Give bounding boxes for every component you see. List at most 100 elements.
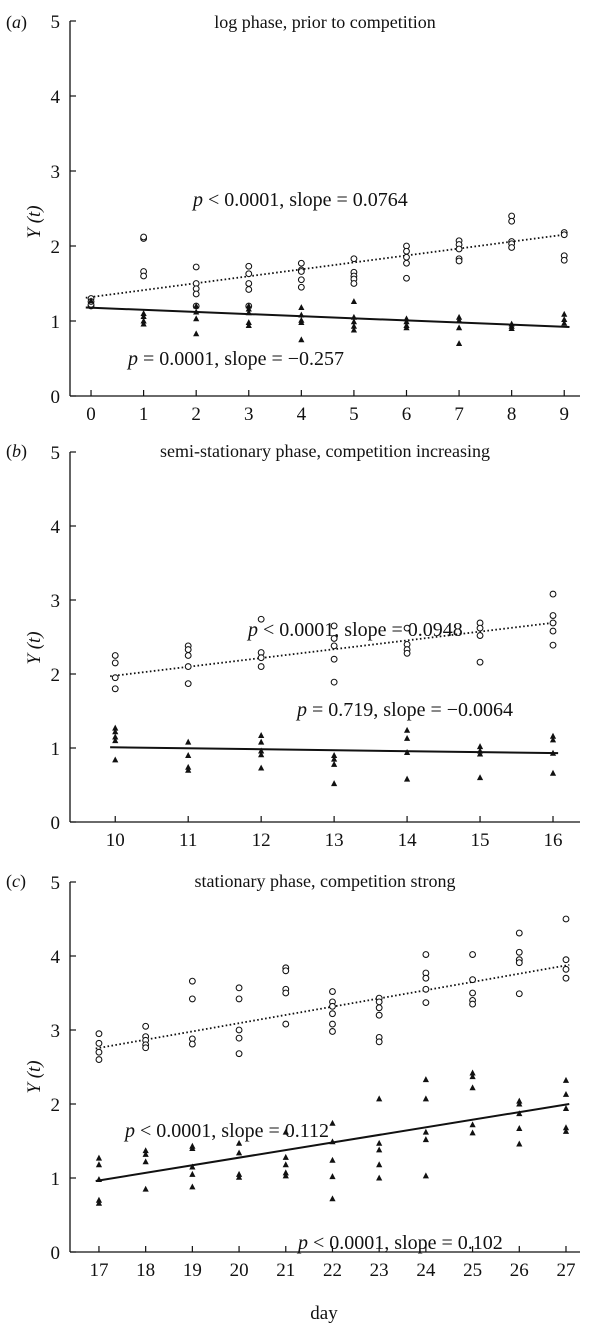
panel-a-y-tick-label: 3: [51, 162, 61, 183]
panel-c-triangle-point: [142, 1158, 149, 1165]
panel-c-x-tick-label: 17: [89, 1260, 108, 1281]
panel-a-circle-point: [297, 283, 305, 291]
panel-a-circle-point: [297, 276, 305, 284]
panel-b-circle-point: [184, 652, 192, 659]
panel-a-triangle-point: [455, 316, 463, 323]
panel-c-triangle-point: [562, 1124, 570, 1131]
panel-c-circle-point: [469, 989, 477, 997]
panel-c-circle-point: [329, 1010, 336, 1018]
panel-a-circle-point: [560, 256, 568, 264]
panel-c-circle-point: [515, 990, 523, 998]
panel-b-triangle-point: [258, 747, 265, 754]
panel-b-circle-point: [184, 680, 192, 688]
panel-a-triangle-point: [455, 313, 463, 320]
panel-b-triangle-point: [258, 751, 265, 758]
panel-c-triangle-point: [562, 1076, 570, 1083]
panel-b-x-tick-label: 12: [252, 830, 271, 851]
panel-a-circle-point: [245, 286, 253, 293]
panel-c-circle-point: [188, 977, 196, 985]
panel-b-triangle-point: [549, 736, 557, 743]
panel-c-circle-point: [375, 1038, 383, 1046]
panel-c-circle-point: [469, 1000, 477, 1008]
panel-b-title: semi-stationary phase, competition incre…: [160, 441, 490, 461]
panel-a-letter: (a): [6, 12, 27, 33]
panel-a-triangle-point: [87, 297, 95, 304]
panel-c-circle-point: [562, 965, 570, 973]
panel-c-triangle-point: [562, 1127, 570, 1134]
panel-b-open-circle-fit-line: [110, 621, 559, 678]
panel-b-triangle-point: [403, 749, 411, 755]
panel-b-y-tick-label: 4: [51, 517, 61, 538]
panel-c-triangle-point: [282, 1128, 289, 1135]
panel-c-x-tick-label: 27: [556, 1260, 575, 1281]
panel-a-plot: 0 1 2 3 4 5 0 1 2 3 4 5 6 7 8 9: [51, 12, 580, 425]
panel-a-triangle-point: [245, 302, 252, 309]
panel-b-circle-point: [184, 663, 192, 671]
panel-c-circle-point: [188, 995, 196, 1003]
panel-b-triangle-point: [331, 760, 338, 767]
panel-c-triangle-point: [329, 1173, 336, 1180]
panel-a-circle-point: [508, 217, 516, 225]
panel-a-triangle-point: [403, 324, 410, 331]
panel-b-circle-point: [184, 646, 192, 654]
panel-c-circle-point: [188, 1040, 196, 1048]
panel-c-circle-point: [95, 1048, 103, 1056]
panel-c-triangle-point: [469, 1084, 476, 1091]
panel-b-triangle-point: [112, 733, 119, 740]
panel-b-triangle-point: [331, 755, 338, 762]
panel-c-circle-point: [515, 929, 523, 937]
panel-c-circle-point: [142, 1022, 150, 1030]
panel-a-triangle-point: [140, 310, 147, 317]
panel-c-y-tick-label: 1: [51, 1169, 61, 1190]
panel-c-triangle-point: [376, 1139, 383, 1146]
panel-a-circle-point: [455, 257, 463, 265]
panel-c-annotation-upper: p < 0.0001, slope = 0.112: [123, 1120, 329, 1142]
panel-b-ylabel: Y (t): [24, 631, 45, 664]
panel-c-y-tick-label: 5: [51, 873, 61, 894]
panel-c-triangle-point: [516, 1125, 523, 1131]
panel-c-triangle-point: [516, 1100, 523, 1107]
panel-b-circle-point: [549, 619, 557, 627]
panel-a-circle-point: [140, 272, 148, 280]
panel-b-triangle-point: [112, 737, 119, 744]
panel-c-circle-point: [375, 1011, 383, 1019]
panel-b-annotation-lower: p = 0.719, slope = −0.0064: [295, 699, 513, 721]
panel-c-circle-point: [562, 956, 570, 964]
panel-b-circle-point: [330, 642, 338, 650]
panel-c-triangle-point: [329, 1119, 336, 1126]
panel-a-triangle-point: [245, 309, 252, 316]
panel-a-x-tick-label: 3: [244, 404, 254, 425]
panel-a-circle-point: [403, 259, 410, 267]
panel-c-annotation-lower: p < 0.0001, slope = 0.102: [296, 1232, 503, 1254]
panel-a-triangle-point: [193, 308, 200, 315]
panel-c-triangle-point: [282, 1161, 289, 1168]
panel-a-circle-point: [245, 270, 253, 278]
panel-b-annotation-upper: p < 0.0001, slope = 0.0948: [246, 619, 463, 641]
panel-c-circle-point: [95, 1039, 103, 1047]
panel-a-ylabel: Y (t): [24, 205, 45, 238]
panel-c-triangle-point: [469, 1129, 476, 1136]
panel-c-circle-point: [562, 915, 570, 923]
panel-a-triangle-point: [140, 313, 147, 320]
panel-c-x-tick-label: 25: [463, 1260, 482, 1281]
panel-c-triangle-point: [469, 1073, 476, 1080]
panel-b-circle-point: [549, 641, 557, 649]
panel-a-triangle-point: [350, 318, 358, 325]
panel-a-filled-triangle-fit-line: [85, 306, 570, 328]
panel-c-triangle-point: [189, 1170, 196, 1177]
panel-c-triangle-point: [376, 1174, 383, 1181]
panel-c-circle-point: [142, 1044, 150, 1052]
panel-c-triangle-point: [282, 1153, 289, 1160]
panel-c-y-tick-label: 2: [51, 1095, 61, 1116]
panel-a-x-tick-label: 5: [349, 404, 359, 425]
panel-b-triangle-point: [185, 752, 192, 758]
panel-a-triangle-point: [350, 326, 358, 333]
panel-a-triangle-point: [350, 298, 358, 305]
panel-c-circle-point: [235, 984, 243, 992]
panel-a-triangle-point: [298, 311, 305, 318]
panel-a-circle-point: [192, 263, 200, 271]
panel-c-x-tick-label: 21: [276, 1260, 295, 1281]
panel-b-triangle-point: [549, 769, 557, 776]
panel-b-x-tick-label: 13: [325, 830, 344, 851]
panel-a-circle-point: [455, 245, 463, 253]
